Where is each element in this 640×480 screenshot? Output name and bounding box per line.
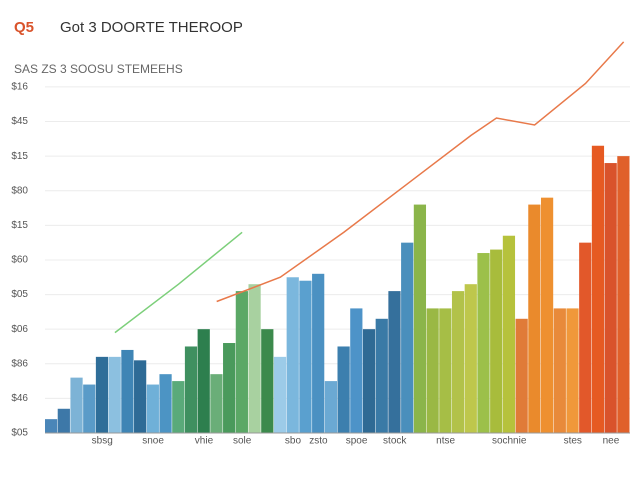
bar	[426, 308, 439, 433]
chart-title: Got 3 DOORTE THEROOP	[60, 19, 243, 36]
bar	[540, 197, 554, 433]
bar	[591, 145, 605, 433]
y-tick-label: $05	[11, 428, 28, 439]
bar	[362, 329, 376, 433]
bar	[451, 291, 465, 433]
bar	[210, 374, 223, 433]
y-tick-label: $15	[11, 220, 28, 231]
x-tick-label: spoe	[346, 436, 368, 447]
bar	[45, 419, 58, 433]
y-tick-label: $15	[11, 151, 28, 162]
x-tick-label: snoe	[142, 436, 164, 447]
bar	[223, 343, 236, 433]
bar	[172, 381, 185, 433]
bar	[350, 308, 363, 433]
bar	[83, 384, 96, 433]
bar	[184, 346, 198, 433]
bar	[134, 360, 147, 433]
bar	[439, 308, 452, 433]
y-tick-label: $60	[11, 255, 28, 266]
bar	[108, 356, 121, 433]
bar	[197, 329, 210, 433]
bar	[95, 356, 109, 433]
y-tick-label: $06	[11, 324, 28, 335]
bar	[617, 156, 630, 433]
y-tick-label: $86	[11, 358, 28, 369]
bar	[312, 273, 325, 433]
bar	[579, 242, 592, 433]
bar	[261, 329, 274, 433]
bar	[464, 284, 477, 433]
trend-line	[114, 231, 243, 334]
chart-subtitle: SAS ZS 3 SOOSU STEMEEHS	[14, 62, 183, 76]
x-tick-label: stock	[383, 436, 407, 447]
bar	[235, 291, 248, 433]
trend-line	[216, 41, 625, 303]
bar	[121, 349, 134, 433]
bar	[70, 377, 83, 433]
bar	[286, 277, 299, 433]
bar	[337, 346, 350, 433]
x-tick-label: sole	[233, 436, 252, 447]
x-tick-label: sochnie	[492, 436, 527, 447]
bar	[248, 284, 261, 433]
y-tick-label: $16	[11, 82, 28, 93]
x-tick-label: sbsg	[92, 436, 113, 447]
bar	[146, 384, 159, 433]
x-tick-label: zsto	[309, 436, 328, 447]
bar	[401, 242, 414, 433]
x-tick-label: sbo	[285, 436, 302, 447]
y-tick-label: $46	[11, 393, 28, 404]
bar	[324, 381, 337, 433]
bar	[604, 163, 617, 433]
bar	[515, 318, 528, 433]
x-tick-label: ntse	[436, 436, 455, 447]
bar	[528, 204, 541, 433]
bar	[388, 291, 401, 433]
y-tick-label: $05	[11, 289, 28, 300]
bar	[490, 249, 503, 433]
bar	[413, 204, 427, 433]
bar	[502, 235, 516, 433]
bar	[273, 356, 287, 433]
x-tick-label: nee	[603, 436, 620, 447]
y-tick-label: $45	[11, 116, 28, 127]
bar	[57, 408, 70, 433]
bar	[159, 374, 172, 433]
bar	[477, 253, 490, 433]
bar	[375, 318, 388, 433]
bar	[299, 280, 312, 433]
x-tick-label: vhie	[195, 436, 214, 447]
bar	[566, 308, 579, 433]
title-prefix: Q5	[14, 19, 34, 36]
bar	[553, 308, 566, 433]
y-tick-label: $80	[11, 185, 28, 196]
x-tick-label: stes	[564, 436, 582, 447]
